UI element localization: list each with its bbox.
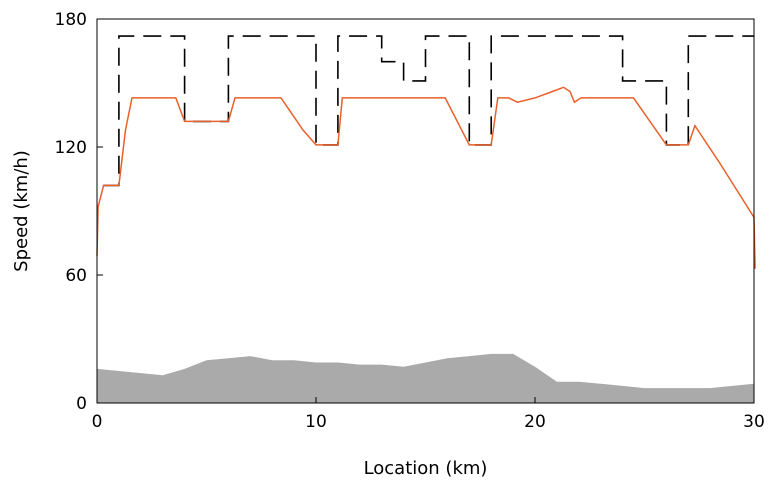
y-tick-label: 120 xyxy=(55,138,87,158)
x-tick-label: 10 xyxy=(305,412,327,432)
y-axis-title: Speed (km/h) xyxy=(11,150,32,272)
plot-area: 0 10 20 30 0 60 120 180 xyxy=(55,10,765,432)
y-tick-label: 60 xyxy=(65,266,87,286)
x-axis-title: Location (km) xyxy=(364,458,488,479)
x-tick-label: 30 xyxy=(743,412,765,432)
speed-profile-line xyxy=(96,86,756,269)
x-tick-label: 20 xyxy=(524,412,546,432)
speed-limit-line xyxy=(103,35,754,187)
elevation-area xyxy=(97,353,754,403)
y-tick-label: 180 xyxy=(55,10,87,30)
plot-frame xyxy=(96,18,755,404)
y-tick-label: 0 xyxy=(76,394,87,414)
series-layer xyxy=(96,35,756,403)
x-tick-label: 0 xyxy=(92,412,103,432)
tick-layer: 0 10 20 30 0 60 120 180 xyxy=(55,10,765,432)
